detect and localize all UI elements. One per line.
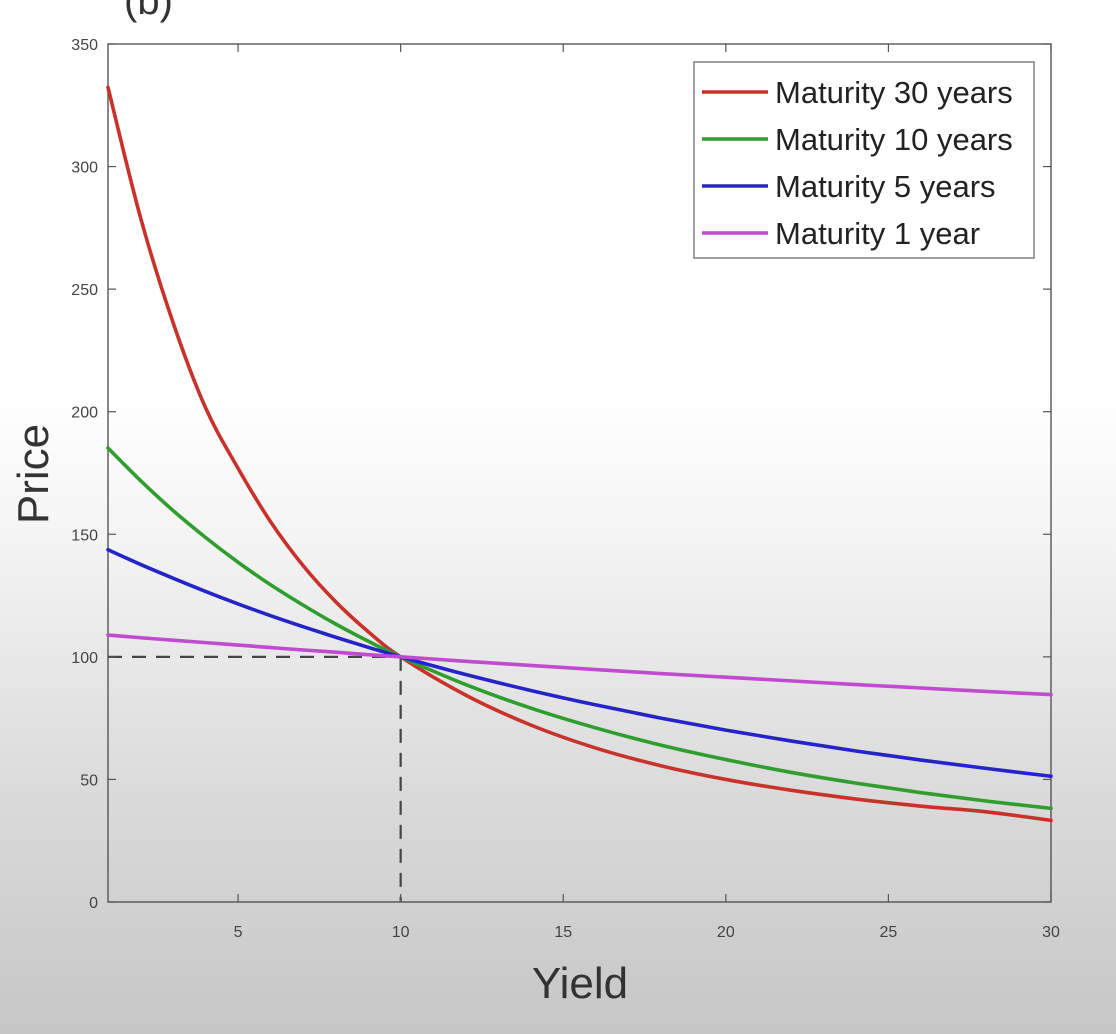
legend-label-maturity-30: Maturity 30 years	[775, 75, 1013, 110]
y-tick-label: 50	[80, 772, 98, 789]
y-tick-label: 100	[71, 650, 98, 667]
x-tick-label: 25	[880, 924, 898, 941]
series-line-maturity-10	[106, 446, 1053, 811]
legend-label-maturity-1: Maturity 1 year	[775, 216, 980, 251]
x-tick-label: 20	[717, 924, 735, 941]
plot-frame	[107, 43, 1052, 903]
series-line-maturity-30	[106, 85, 1053, 823]
y-tick-label: 200	[71, 405, 98, 422]
reference-lines	[108, 655, 402, 902]
x-tick-label: 15	[554, 924, 572, 941]
x-tick-label: 30	[1042, 924, 1060, 941]
series-layer	[106, 85, 1053, 823]
y-tick-label: 0	[89, 895, 98, 912]
legend-label-maturity-10: Maturity 10 years	[775, 122, 1013, 157]
y-tick-label: 150	[71, 527, 98, 544]
legend-box	[693, 61, 1035, 259]
y-axis-title: Price	[9, 424, 58, 524]
y-tick-label: 300	[71, 160, 98, 177]
series-line-maturity-1	[106, 633, 1053, 697]
panel-label: (b)	[124, 0, 173, 23]
legend: Maturity 30 years Maturity 10 years Maturi…	[693, 61, 1035, 259]
y-tick-label: 350	[71, 37, 98, 54]
legend-label-maturity-5: Maturity 5 years	[775, 169, 996, 204]
x-tick-label: 5	[234, 924, 243, 941]
x-tick-label: 10	[392, 924, 410, 941]
y-tick-label: 250	[71, 282, 98, 299]
series-line-maturity-5	[106, 547, 1053, 779]
x-axis-title: Yield	[532, 959, 628, 1008]
